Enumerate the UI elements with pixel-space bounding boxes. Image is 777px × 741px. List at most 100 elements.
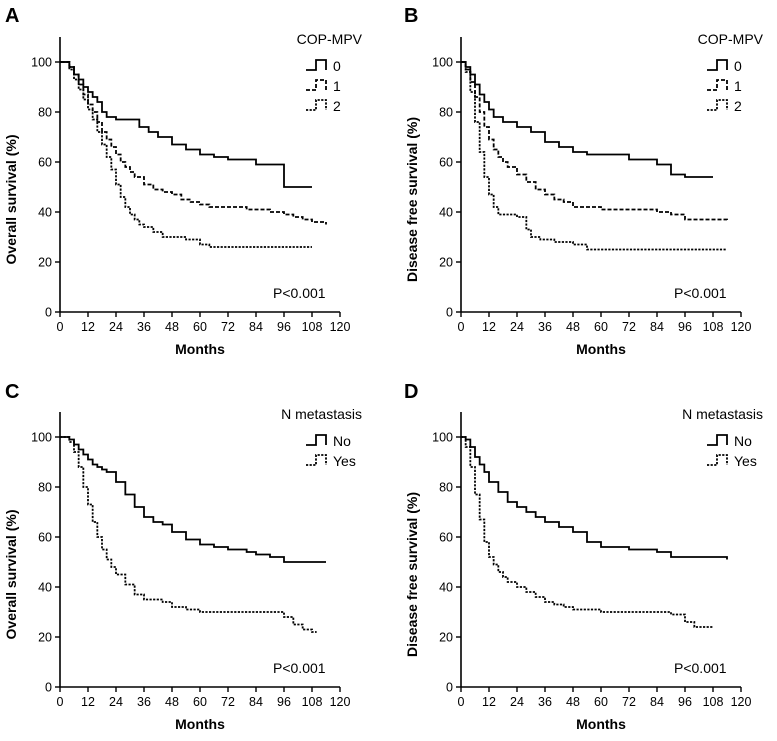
x-tick-label: 36 bbox=[137, 320, 151, 334]
panel-letter: A bbox=[5, 5, 19, 27]
x-tick-label: 60 bbox=[594, 320, 608, 334]
legend-label: 1 bbox=[333, 78, 341, 94]
survival-curve-1 bbox=[60, 61, 327, 225]
legend-swatch bbox=[306, 99, 327, 111]
y-tick-label: 20 bbox=[439, 631, 453, 645]
y-tick-label: 0 bbox=[45, 681, 52, 695]
x-tick-label: 72 bbox=[221, 695, 235, 709]
y-axis-label: Disease free survival (%) bbox=[404, 117, 420, 282]
x-tick-label: 48 bbox=[165, 320, 179, 334]
y-tick-label: 80 bbox=[38, 106, 52, 120]
survival-curve-no bbox=[60, 436, 326, 563]
legend-swatch bbox=[707, 99, 728, 111]
legend-label: No bbox=[333, 433, 351, 449]
x-axis-label: Months bbox=[175, 716, 225, 732]
x-tick-label: 24 bbox=[510, 320, 524, 334]
legend-title: N metastasis bbox=[281, 406, 362, 422]
survival-curve-0 bbox=[461, 61, 713, 178]
legend-label: 1 bbox=[734, 78, 742, 94]
survival-curve-no bbox=[461, 436, 728, 560]
x-tick-label: 96 bbox=[678, 695, 692, 709]
survival-curve-1 bbox=[461, 61, 728, 222]
y-tick-label: 20 bbox=[38, 256, 52, 270]
legend-swatch bbox=[707, 79, 728, 91]
x-tick-label: 0 bbox=[458, 695, 465, 709]
x-tick-label: 108 bbox=[703, 695, 724, 709]
legend-swatch bbox=[306, 454, 327, 466]
x-axis-label: Months bbox=[576, 716, 626, 732]
y-tick-label: 60 bbox=[38, 156, 52, 170]
y-tick-label: 20 bbox=[38, 631, 52, 645]
x-tick-label: 0 bbox=[57, 320, 64, 334]
x-tick-label: 108 bbox=[302, 320, 323, 334]
y-axis-label: Overall survival (%) bbox=[3, 135, 19, 265]
p-value-annotation: P<0.001 bbox=[674, 285, 727, 301]
legend-label: 2 bbox=[333, 98, 341, 114]
x-tick-label: 48 bbox=[566, 320, 580, 334]
y-tick-label: 40 bbox=[439, 206, 453, 220]
panel-c: C 0 20 40 60 80 100 0 12 24 36 48 60 72 84 96 108 120 Mont… bbox=[3, 381, 362, 732]
y-tick-label: 40 bbox=[38, 206, 52, 220]
x-tick-label: 36 bbox=[538, 695, 552, 709]
legend-label: 0 bbox=[734, 58, 742, 74]
y-tick-label: 100 bbox=[432, 56, 453, 70]
y-tick-label: 60 bbox=[439, 531, 453, 545]
y-tick-label: 60 bbox=[38, 531, 52, 545]
legend-title: COP-MPV bbox=[297, 31, 363, 47]
legend-swatch bbox=[707, 59, 728, 71]
panel-letter: D bbox=[404, 381, 418, 403]
y-tick-label: 40 bbox=[38, 581, 52, 595]
legend-label: 2 bbox=[734, 98, 742, 114]
x-tick-label: 84 bbox=[650, 695, 664, 709]
x-tick-label: 12 bbox=[81, 320, 95, 334]
x-tick-label: 84 bbox=[249, 320, 263, 334]
survival-curve-2 bbox=[461, 61, 727, 251]
y-tick-label: 60 bbox=[439, 156, 453, 170]
x-tick-label: 0 bbox=[458, 320, 465, 334]
x-tick-label: 108 bbox=[703, 320, 724, 334]
x-tick-label: 48 bbox=[165, 695, 179, 709]
panel-letter: C bbox=[5, 381, 19, 403]
x-tick-label: 24 bbox=[109, 320, 123, 334]
p-value-annotation: P<0.001 bbox=[674, 660, 727, 676]
x-tick-label: 120 bbox=[330, 695, 351, 709]
x-tick-label: 24 bbox=[109, 695, 123, 709]
y-axis-label: Overall survival (%) bbox=[3, 510, 19, 640]
legend-swatch bbox=[306, 79, 327, 91]
legend-swatch bbox=[306, 434, 327, 446]
y-tick-label: 100 bbox=[432, 431, 453, 445]
p-value-annotation: P<0.001 bbox=[273, 285, 326, 301]
legend-label: 0 bbox=[333, 58, 341, 74]
y-tick-label: 80 bbox=[439, 481, 453, 495]
x-tick-label: 24 bbox=[510, 695, 524, 709]
x-axis-label: Months bbox=[175, 341, 225, 357]
x-tick-label: 72 bbox=[622, 695, 636, 709]
x-tick-label: 108 bbox=[302, 695, 323, 709]
x-tick-label: 60 bbox=[594, 695, 608, 709]
x-tick-label: 36 bbox=[538, 320, 552, 334]
legend-label: Yes bbox=[734, 453, 757, 469]
legend-label: Yes bbox=[333, 453, 356, 469]
p-value-annotation: P<0.001 bbox=[273, 660, 326, 676]
legend-title: N metastasis bbox=[682, 406, 763, 422]
x-tick-label: 84 bbox=[650, 320, 664, 334]
y-tick-label: 20 bbox=[439, 256, 453, 270]
x-tick-label: 120 bbox=[330, 320, 351, 334]
y-tick-label: 80 bbox=[38, 481, 52, 495]
y-axis-label: Disease free survival (%) bbox=[404, 492, 420, 657]
y-tick-label: 100 bbox=[31, 56, 52, 70]
legend-swatch bbox=[707, 454, 728, 466]
y-tick-label: 0 bbox=[45, 306, 52, 320]
x-tick-label: 96 bbox=[678, 320, 692, 334]
x-tick-label: 72 bbox=[221, 320, 235, 334]
x-tick-label: 96 bbox=[277, 695, 291, 709]
x-tick-label: 84 bbox=[249, 695, 263, 709]
survival-curve-2 bbox=[60, 61, 312, 248]
y-tick-label: 40 bbox=[439, 581, 453, 595]
y-tick-label: 0 bbox=[446, 306, 453, 320]
y-tick-label: 100 bbox=[31, 431, 52, 445]
legend-title: COP-MPV bbox=[698, 31, 764, 47]
